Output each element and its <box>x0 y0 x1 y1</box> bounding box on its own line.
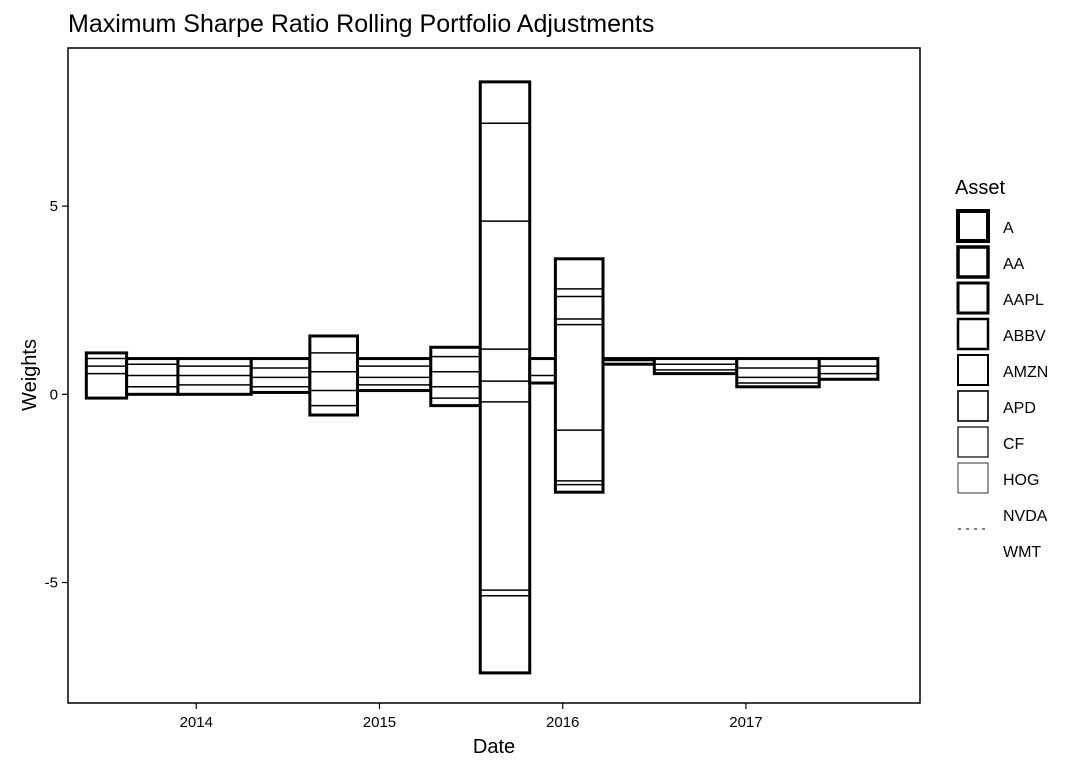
segment-outline <box>528 357 557 385</box>
weight-segment <box>817 357 880 381</box>
legend-label: AAPL <box>1003 292 1044 309</box>
segment-outline <box>601 357 656 366</box>
legend-label: AA <box>1003 256 1025 273</box>
legend-label: APD <box>1003 400 1036 417</box>
legend-key <box>957 390 989 422</box>
legend-item: CF <box>957 426 1025 458</box>
legend-item: AAPL <box>956 281 1044 315</box>
legend-key <box>956 317 990 351</box>
y-tick-label: 0 <box>50 386 58 403</box>
segment-outline <box>308 334 359 417</box>
weight-segment <box>478 80 532 675</box>
weight-segment <box>553 257 605 494</box>
legend-key <box>956 209 990 243</box>
legend-item: ABBV <box>956 317 1046 351</box>
weight-segment <box>735 357 821 389</box>
chart-marks <box>84 80 880 675</box>
legend-label: HOG <box>1003 472 1039 489</box>
segment-outline <box>176 357 253 396</box>
segment-outline <box>817 357 880 381</box>
legend-item: AMZN <box>957 354 1048 386</box>
weight-segment <box>249 357 312 394</box>
y-tick-label: 5 <box>50 198 58 215</box>
legend-item: A <box>956 209 1014 243</box>
legend-key <box>957 462 989 494</box>
legend-label: A <box>1003 220 1014 237</box>
x-tick-label: 2017 <box>729 714 762 731</box>
legend-title: Asset <box>955 177 1005 199</box>
weight-segment <box>355 357 433 393</box>
x-axis-title: Date <box>473 736 515 758</box>
segment-outline <box>735 357 821 389</box>
legend-item: WMT <box>958 535 1041 565</box>
legend-item: HOG <box>957 462 1039 494</box>
weight-segment <box>84 351 129 400</box>
y-axis: -5 0 5 <box>45 198 68 592</box>
weight-segment <box>601 357 656 366</box>
legend-key <box>958 535 988 565</box>
legend-item: AA <box>956 245 1025 279</box>
x-axis: 2014 2015 2016 2017 <box>180 703 763 731</box>
weight-segment <box>528 357 557 385</box>
weight-segment <box>125 357 180 396</box>
legend-label: AMZN <box>1003 364 1048 381</box>
segment-outline <box>652 357 739 376</box>
legend-key <box>956 245 990 279</box>
segment-outline <box>84 351 129 400</box>
weight-segment <box>429 345 482 408</box>
segment-outline <box>355 357 433 393</box>
segment-outline <box>553 257 605 494</box>
legend-label: WMT <box>1003 544 1041 561</box>
legend-item: NVDA <box>958 508 1048 530</box>
x-tick-label: 2014 <box>180 714 213 731</box>
y-tick-label: -5 <box>45 575 58 592</box>
legend-label: ABBV <box>1003 328 1046 345</box>
legend-item: APD <box>957 390 1036 422</box>
legend-key <box>957 354 989 386</box>
legend-key <box>957 426 989 458</box>
x-tick-label: 2015 <box>363 714 396 731</box>
weight-segment <box>176 357 253 396</box>
weight-segment <box>308 334 359 417</box>
weight-segment <box>652 357 739 376</box>
legend-label: CF <box>1003 436 1025 453</box>
segment-outline <box>478 80 532 675</box>
chart-title: Maximum Sharpe Ratio Rolling Portfolio A… <box>68 10 654 38</box>
x-tick-label: 2016 <box>546 714 579 731</box>
legend-key <box>956 281 990 315</box>
legend-label: NVDA <box>1003 508 1048 525</box>
y-axis-title: Weights <box>19 339 41 411</box>
